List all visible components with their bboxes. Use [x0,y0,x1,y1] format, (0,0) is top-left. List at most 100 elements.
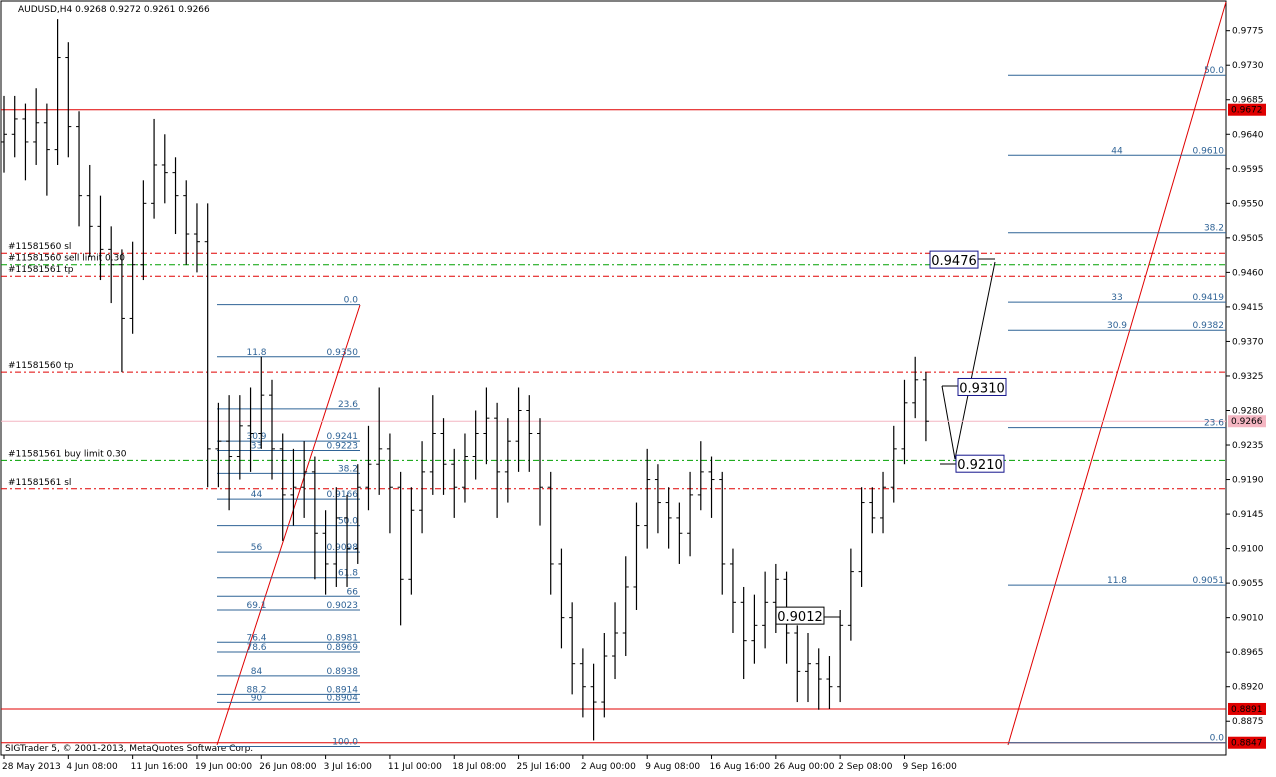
annotation-box [775,606,825,625]
fibo-level-label: 78.6 [246,643,266,653]
annotation-label: 0.9012 [777,610,823,625]
x-tick-label: 26 Jun 08:00 [259,762,316,772]
price-marker-label: 0.8891 [1231,705,1263,715]
fibo-level-label: 11.8 [1107,576,1127,586]
x-tick-label: 2 Sep 08:00 [838,762,893,772]
x-tick-label: 26 Aug 00:00 [774,762,835,772]
fibo-level-label: 0.0 [1210,734,1225,744]
price-marker [1228,415,1266,428]
order-level-label: #11581561 tp [8,265,74,275]
price-annotation: 0.9310 [957,377,1007,396]
fibo-price-label: 0.9023 [327,601,359,611]
y-tick-label: 0.9550 [1232,199,1264,209]
x-tick-label: 9 Sep 16:00 [902,762,957,772]
fibo-level-label: 50.0 [338,517,358,527]
annotation-box [957,377,1007,396]
order-level-label: #11581560 tp [8,361,74,371]
y-tick-label: 0.9325 [1232,372,1264,382]
y-tick-label: 0.9280 [1232,406,1264,416]
fibo-level-label: 69.1 [246,601,266,611]
y-tick-label: 0.9055 [1232,579,1264,589]
y-tick-label: 0.9460 [1232,268,1264,278]
x-tick-label: 9 Aug 08:00 [645,762,700,772]
y-tick-label: 0.9730 [1232,61,1264,71]
plot-frame [0,0,1227,756]
x-tick-label: 28 May 2013 [2,762,61,772]
fibo-level-label: 76.4 [246,633,266,643]
ohlc-close: 0.9266 [178,5,210,15]
fibo-level-label: 38.2 [338,464,358,474]
fibo-price-label: 0.9610 [1193,146,1225,156]
fibo-level-label: 30.9 [1107,321,1127,331]
price-marker [1228,103,1266,116]
order-level-label: #11581561 buy limit 0.30 [8,449,127,459]
y-tick-label: 0.9235 [1232,441,1264,451]
footer: SIGTrader 5, © 2001-2013, MetaQuotes Sof… [5,744,253,754]
fibo-level-label: 84 [251,667,263,677]
ohlc-low: 0.9261 [144,5,176,15]
fibo-price-label: 0.9350 [327,348,359,358]
fibo-trendline [216,304,361,746]
price-marker-label: 0.9266 [1231,417,1263,427]
y-tick-label: 0.8965 [1232,648,1264,658]
fibo-price-label: 0.9051 [1193,576,1225,586]
price-marker [1228,702,1266,715]
x-tick-label: 4 Jun 08:00 [66,762,118,772]
symbol: AUDUSD,H4 [18,5,73,15]
order-level-label: #11581561 sl [8,478,71,488]
fibo-level-label: 50.0 [1204,66,1224,76]
fibo-price-label: 0.8981 [327,633,359,643]
y-tick-label: 0.9775 [1232,27,1264,37]
fibo-price-label: 0.9419 [1193,293,1225,303]
fibo-price-label: 0.8969 [327,643,359,653]
fibo-price-label: 0.8914 [327,685,359,695]
fibo-price-label: 0.8904 [327,693,359,703]
fibo-price-label: 0.9223 [327,441,359,451]
ohlc-open: 0.9268 [75,5,107,15]
price-marker-label: 0.9672 [1231,106,1263,116]
fibo-price-label: 0.9382 [1193,321,1225,331]
y-tick-label: 0.9145 [1232,510,1264,520]
wave-line [941,261,996,460]
price-annotation: 0.9476 [929,250,979,269]
fibo-level-label: 0.0 [344,296,359,306]
fibo-level-label: 61.8 [338,569,358,579]
fibo-level-label: 11.8 [246,348,266,358]
fibo-level-label: 44 [1111,146,1123,156]
y-tick-label: 0.9595 [1232,165,1264,175]
annotation-box [929,250,979,269]
price-annotation: 0.9210 [955,454,1005,473]
x-tick-label: 2 Aug 00:00 [581,762,636,772]
fibo-level-label: 33 [1111,293,1122,303]
fibo-level-label: 33 [251,441,262,451]
price-marker-label: 0.8847 [1231,739,1263,749]
fibo-level-label: 88.2 [246,685,266,695]
price-annotation: 0.9012 [775,606,825,625]
chart-header: AUDUSD,H4 0.9268 0.9272 0.9261 0.9266 [18,5,210,15]
fibo-price-label: 0.8938 [327,667,359,677]
fibo-level-label: 23.6 [1204,419,1224,429]
y-tick-label: 0.9100 [1232,545,1264,555]
x-tick-label: 11 Jun 16:00 [131,762,188,772]
order-level-label: #11581560 sl [8,242,71,252]
fibo-level-label: 44 [251,490,263,500]
y-tick-label: 0.9190 [1232,476,1264,486]
annotation-label: 0.9476 [931,254,977,269]
x-tick-label: 19 Jun 00:00 [195,762,252,772]
x-tick-label: 16 Aug 16:00 [710,762,771,772]
x-tick-label: 11 Jul 00:00 [388,762,442,772]
fibo-level-label: 30.9 [246,432,266,442]
ohlc-high: 0.9272 [110,5,142,15]
fibo-trendline [1007,1,1227,746]
x-tick-label: 3 Jul 16:00 [324,762,373,772]
y-tick-label: 0.8875 [1232,717,1264,727]
annotation-label: 0.9310 [959,381,1005,396]
fibo-level-label: 23.6 [338,400,358,410]
fibo-level-label: 100.0 [332,738,358,748]
fibo-price-label: 0.9098 [327,543,359,553]
annotation-box [955,454,1005,473]
y-tick-label: 0.9010 [1232,614,1264,624]
y-tick-label: 0.9685 [1232,96,1264,106]
annotation-label: 0.9210 [957,458,1003,473]
x-tick-label: 25 Jul 16:00 [517,762,571,772]
